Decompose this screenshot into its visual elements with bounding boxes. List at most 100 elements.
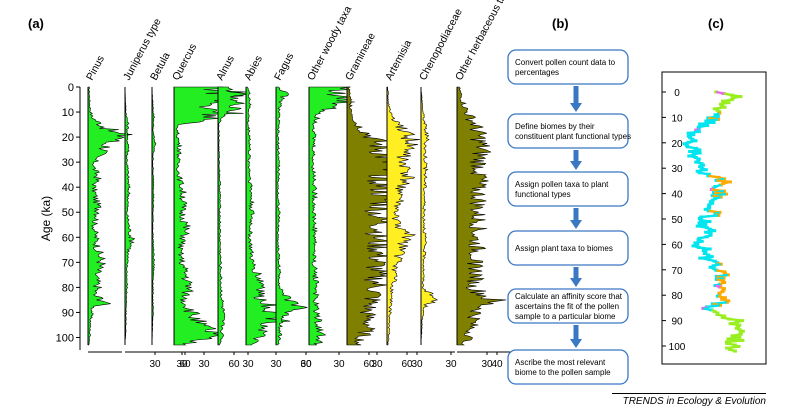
flow-step-box <box>507 113 629 149</box>
age-tick-label: 50 <box>62 207 74 219</box>
pollen-curve-chenopodiaceae <box>420 86 439 346</box>
pollen-curve-quercus <box>173 86 248 346</box>
credit-rule <box>612 393 766 394</box>
flow-arrow-head <box>570 339 582 348</box>
taxon-label: Betula <box>148 50 173 82</box>
flow-arrow-head <box>570 103 582 112</box>
biome-trace-point <box>706 253 711 257</box>
panel-c-tick-label: 0 <box>674 88 680 99</box>
flow-step-text: Convert pollen count data to <box>515 58 616 67</box>
pollen-x-tick-label: 30 <box>333 359 345 370</box>
panel-c-tick-label: 20 <box>671 139 683 150</box>
biome-trace-point <box>696 127 701 131</box>
pollen-x-tick-label: 60 <box>300 359 312 370</box>
taxon-label: Gramineae <box>343 31 378 83</box>
pollen-x-tick-label: 30 <box>198 359 210 370</box>
pollen-curve-gramineae <box>346 86 403 346</box>
taxon-label: Pinus <box>84 54 107 83</box>
pollen-curve-juniperus-type <box>124 86 136 346</box>
age-tick-label: 90 <box>62 307 74 319</box>
pollen-curve-betula <box>151 86 157 346</box>
age-tick-label: 40 <box>62 182 74 194</box>
panel-c-tick-label: 10 <box>671 113 683 124</box>
flow-step-box <box>507 230 629 266</box>
journal-credit: TRENDS in Ecology & Evolution <box>622 396 766 407</box>
biome-trace-segment <box>726 339 743 344</box>
age-tick-label: 80 <box>62 282 74 294</box>
flow-arrow-head <box>570 220 582 229</box>
panel-c-tick-label: 60 <box>671 240 683 251</box>
taxon-label: Abies <box>242 54 265 83</box>
pollen-curve-pinus <box>87 86 133 346</box>
taxon-label: Quercus <box>170 42 199 83</box>
pollen-curve-artemisia <box>386 86 421 346</box>
age-axis-title: Age (ka) <box>39 196 53 241</box>
age-tick-label: 100 <box>56 332 74 344</box>
age-tick-label: 10 <box>62 107 74 119</box>
pollen-x-tick-label: 30 <box>371 359 383 370</box>
panel-c-tick-label: 50 <box>671 215 683 226</box>
flow-step-text: sample to a particular biome <box>515 312 616 321</box>
flow-arrow-shaft <box>573 86 579 104</box>
age-tick-label: 20 <box>62 132 74 144</box>
pollen-curve-other-woody-taxa <box>308 86 355 346</box>
pollen-x-tick-label: 30 <box>149 359 161 370</box>
flow-arrow-head <box>570 278 582 287</box>
flow-step-box <box>507 49 629 85</box>
panel-c-tick-label: 40 <box>671 190 683 201</box>
age-tick-label: 70 <box>62 257 74 269</box>
flow-step-text: Ascribe the most relevant <box>515 358 606 367</box>
taxon-label: Artemisia <box>383 38 414 82</box>
flow-step-text: Assign pollen taxa to plant <box>515 180 609 189</box>
pollen-x-tick-label: 30 <box>242 359 254 370</box>
biome-trace-point <box>709 255 714 259</box>
flow-step-box <box>507 288 629 324</box>
age-tick-label: 60 <box>62 232 74 244</box>
panel-c-biome-trace: 0 10 20 30 40 50 60 70 80 90 100 <box>661 71 767 365</box>
flow-arrow-head <box>570 161 582 170</box>
biome-trace-segment <box>706 304 721 309</box>
flow-step-text: Define biomes by their <box>515 122 595 131</box>
pollen-x-tick-label: 30 <box>481 359 493 370</box>
flow-step-text: functional types <box>515 190 571 199</box>
flow-arrow-shaft <box>573 150 579 162</box>
flow-step-text: biome to the pollen sample <box>515 368 611 377</box>
taxon-label: Alnus <box>214 54 237 83</box>
pollen-curve-other-herbaceous-taxa <box>456 86 507 346</box>
panel-c-tick-label: 30 <box>671 164 683 175</box>
biome-trace-segment <box>701 214 719 219</box>
flow-arrow-shaft <box>573 267 579 279</box>
pollen-x-tick-label: 30 <box>270 359 282 370</box>
biome-trace-point <box>732 349 737 353</box>
pollen-curve-alnus <box>217 86 248 346</box>
flow-step-text: constituent plant functional types <box>515 132 631 141</box>
pollen-x-tick-label: 30 <box>300 359 312 370</box>
flow-step-box <box>507 171 629 207</box>
panel-c-label: (c) <box>708 16 724 31</box>
panel-c-tick-label: 100 <box>669 342 686 353</box>
flow-step-text: ascertains the fit of the pollen <box>515 302 619 311</box>
panel-b-label: (b) <box>552 16 569 31</box>
age-tick-label: 30 <box>62 157 74 169</box>
panel-c-tick-label: 90 <box>671 317 683 328</box>
panel-c-tick-label: 80 <box>671 291 683 302</box>
taxon-label: Fagus <box>272 51 296 82</box>
pollen-x-tick-label: 30 <box>176 359 188 370</box>
pollen-x-tick-label: 60 <box>363 359 375 370</box>
flow-arrow-shaft <box>573 208 579 221</box>
pollen-curve-fagus <box>275 86 308 346</box>
flow-step-text: Assign plant taxa to biomes <box>515 244 613 253</box>
pollen-x-tick-label: 40 <box>491 359 503 370</box>
flow-arrow-shaft <box>573 325 579 340</box>
flow-step-text: Calculate an affinity score that <box>515 292 623 301</box>
pollen-x-tick-label: 60 <box>228 359 240 370</box>
flow-step-box <box>507 349 629 385</box>
panel-a-label: (a) <box>28 16 44 31</box>
pollen-x-tick-label: 60 <box>401 359 413 370</box>
pollen-x-tick-label: 30 <box>445 359 457 370</box>
flow-step-text: percentages <box>515 68 559 77</box>
age-tick-label: 0 <box>68 82 74 94</box>
